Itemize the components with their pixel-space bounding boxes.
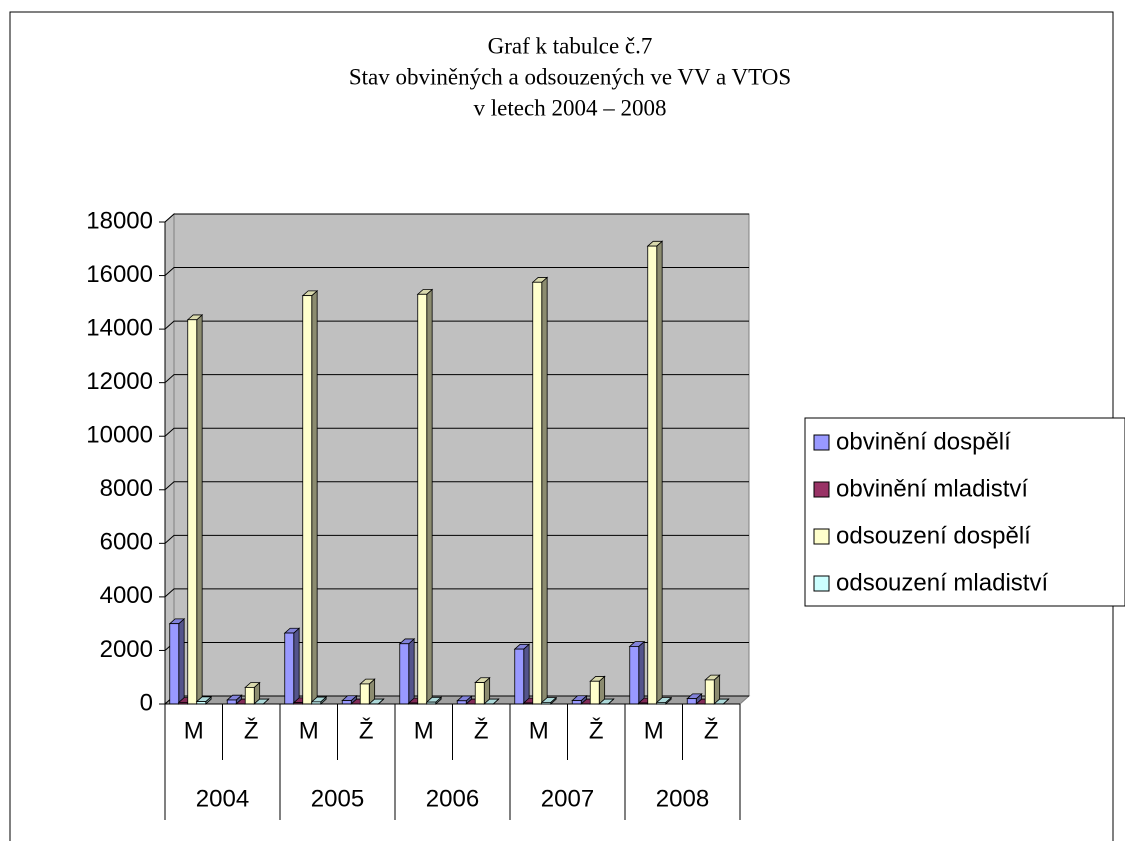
x-tick-label: M — [414, 717, 434, 744]
legend-label: odsouzení dospělí — [836, 522, 1031, 549]
bar — [303, 296, 312, 704]
legend-label: obvinění dospělí — [836, 428, 1011, 455]
bar — [475, 683, 484, 704]
x-group-label: 2006 — [426, 785, 479, 812]
x-tick-label: Ž — [589, 717, 604, 744]
legend-swatch — [814, 529, 829, 544]
bar — [227, 700, 236, 704]
bar-side — [409, 639, 414, 704]
legend-swatch — [814, 435, 829, 450]
x-tick-label: Ž — [244, 717, 259, 744]
bar — [590, 681, 599, 704]
bar-side — [427, 290, 432, 705]
chart-title: Graf k tabulce č.7 — [488, 33, 653, 58]
bar — [400, 644, 409, 704]
y-tick-label: 18000 — [86, 207, 153, 234]
x-tick-label: M — [644, 717, 664, 744]
bar — [705, 680, 714, 704]
bar — [687, 699, 696, 704]
back-wall — [174, 214, 749, 696]
y-tick-label: 6000 — [100, 529, 153, 556]
bar-side — [294, 628, 299, 704]
bar-side — [639, 642, 644, 704]
y-tick-label: 10000 — [86, 422, 153, 449]
y-tick-label: 16000 — [86, 261, 153, 288]
legend-label: obvinění mladiství — [836, 475, 1028, 502]
bar — [572, 701, 581, 704]
bar-side — [197, 315, 202, 704]
y-tick-label: 14000 — [86, 314, 153, 341]
y-tick-label: 0 — [140, 689, 153, 716]
y-tick-label: 8000 — [100, 475, 153, 502]
chart-title: Stav obviněných a odsouzených ve VV a VT… — [349, 64, 791, 89]
bar-side — [542, 277, 547, 704]
bar-side — [179, 619, 184, 704]
bar-side — [312, 291, 317, 704]
bar — [515, 649, 524, 704]
x-tick-label: M — [184, 717, 204, 744]
x-tick-label: Ž — [474, 717, 489, 744]
x-tick-label: Ž — [359, 717, 374, 744]
bar — [170, 624, 179, 704]
x-group-label: 2004 — [196, 785, 249, 812]
bar — [630, 646, 639, 704]
x-tick-label: M — [299, 717, 319, 744]
y-tick-label: 4000 — [100, 582, 153, 609]
legend-swatch — [814, 482, 829, 497]
x-group-label: 2005 — [311, 785, 364, 812]
bar — [285, 633, 294, 704]
legend-swatch — [814, 576, 829, 591]
bar — [418, 294, 427, 704]
chart-title: v letech 2004 – 2008 — [474, 95, 667, 120]
bar — [245, 687, 254, 704]
bar — [342, 701, 351, 704]
bar-side — [657, 241, 662, 704]
y-tick-label: 12000 — [86, 368, 153, 395]
bar — [648, 246, 657, 704]
y-tick-label: 2000 — [100, 636, 153, 663]
x-tick-label: M — [529, 717, 549, 744]
bar — [360, 684, 369, 704]
bar-side — [524, 644, 529, 704]
bar — [533, 282, 542, 704]
x-group-label: 2008 — [656, 785, 709, 812]
x-tick-label: Ž — [704, 717, 719, 744]
legend-label: odsouzení mladiství — [836, 569, 1048, 596]
bar — [188, 320, 197, 704]
x-group-label: 2007 — [541, 785, 594, 812]
